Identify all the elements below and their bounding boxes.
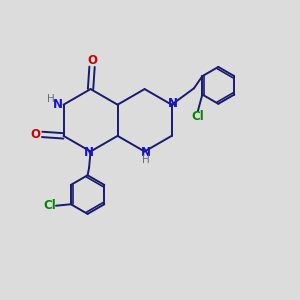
Text: H: H xyxy=(142,155,150,165)
Text: N: N xyxy=(168,97,178,110)
Text: H: H xyxy=(47,94,55,104)
Text: Cl: Cl xyxy=(191,110,204,123)
Text: N: N xyxy=(84,146,94,160)
Text: O: O xyxy=(87,54,97,67)
Text: O: O xyxy=(31,128,40,141)
Text: N: N xyxy=(53,98,63,111)
Text: Cl: Cl xyxy=(43,199,56,212)
Text: N: N xyxy=(141,146,151,160)
